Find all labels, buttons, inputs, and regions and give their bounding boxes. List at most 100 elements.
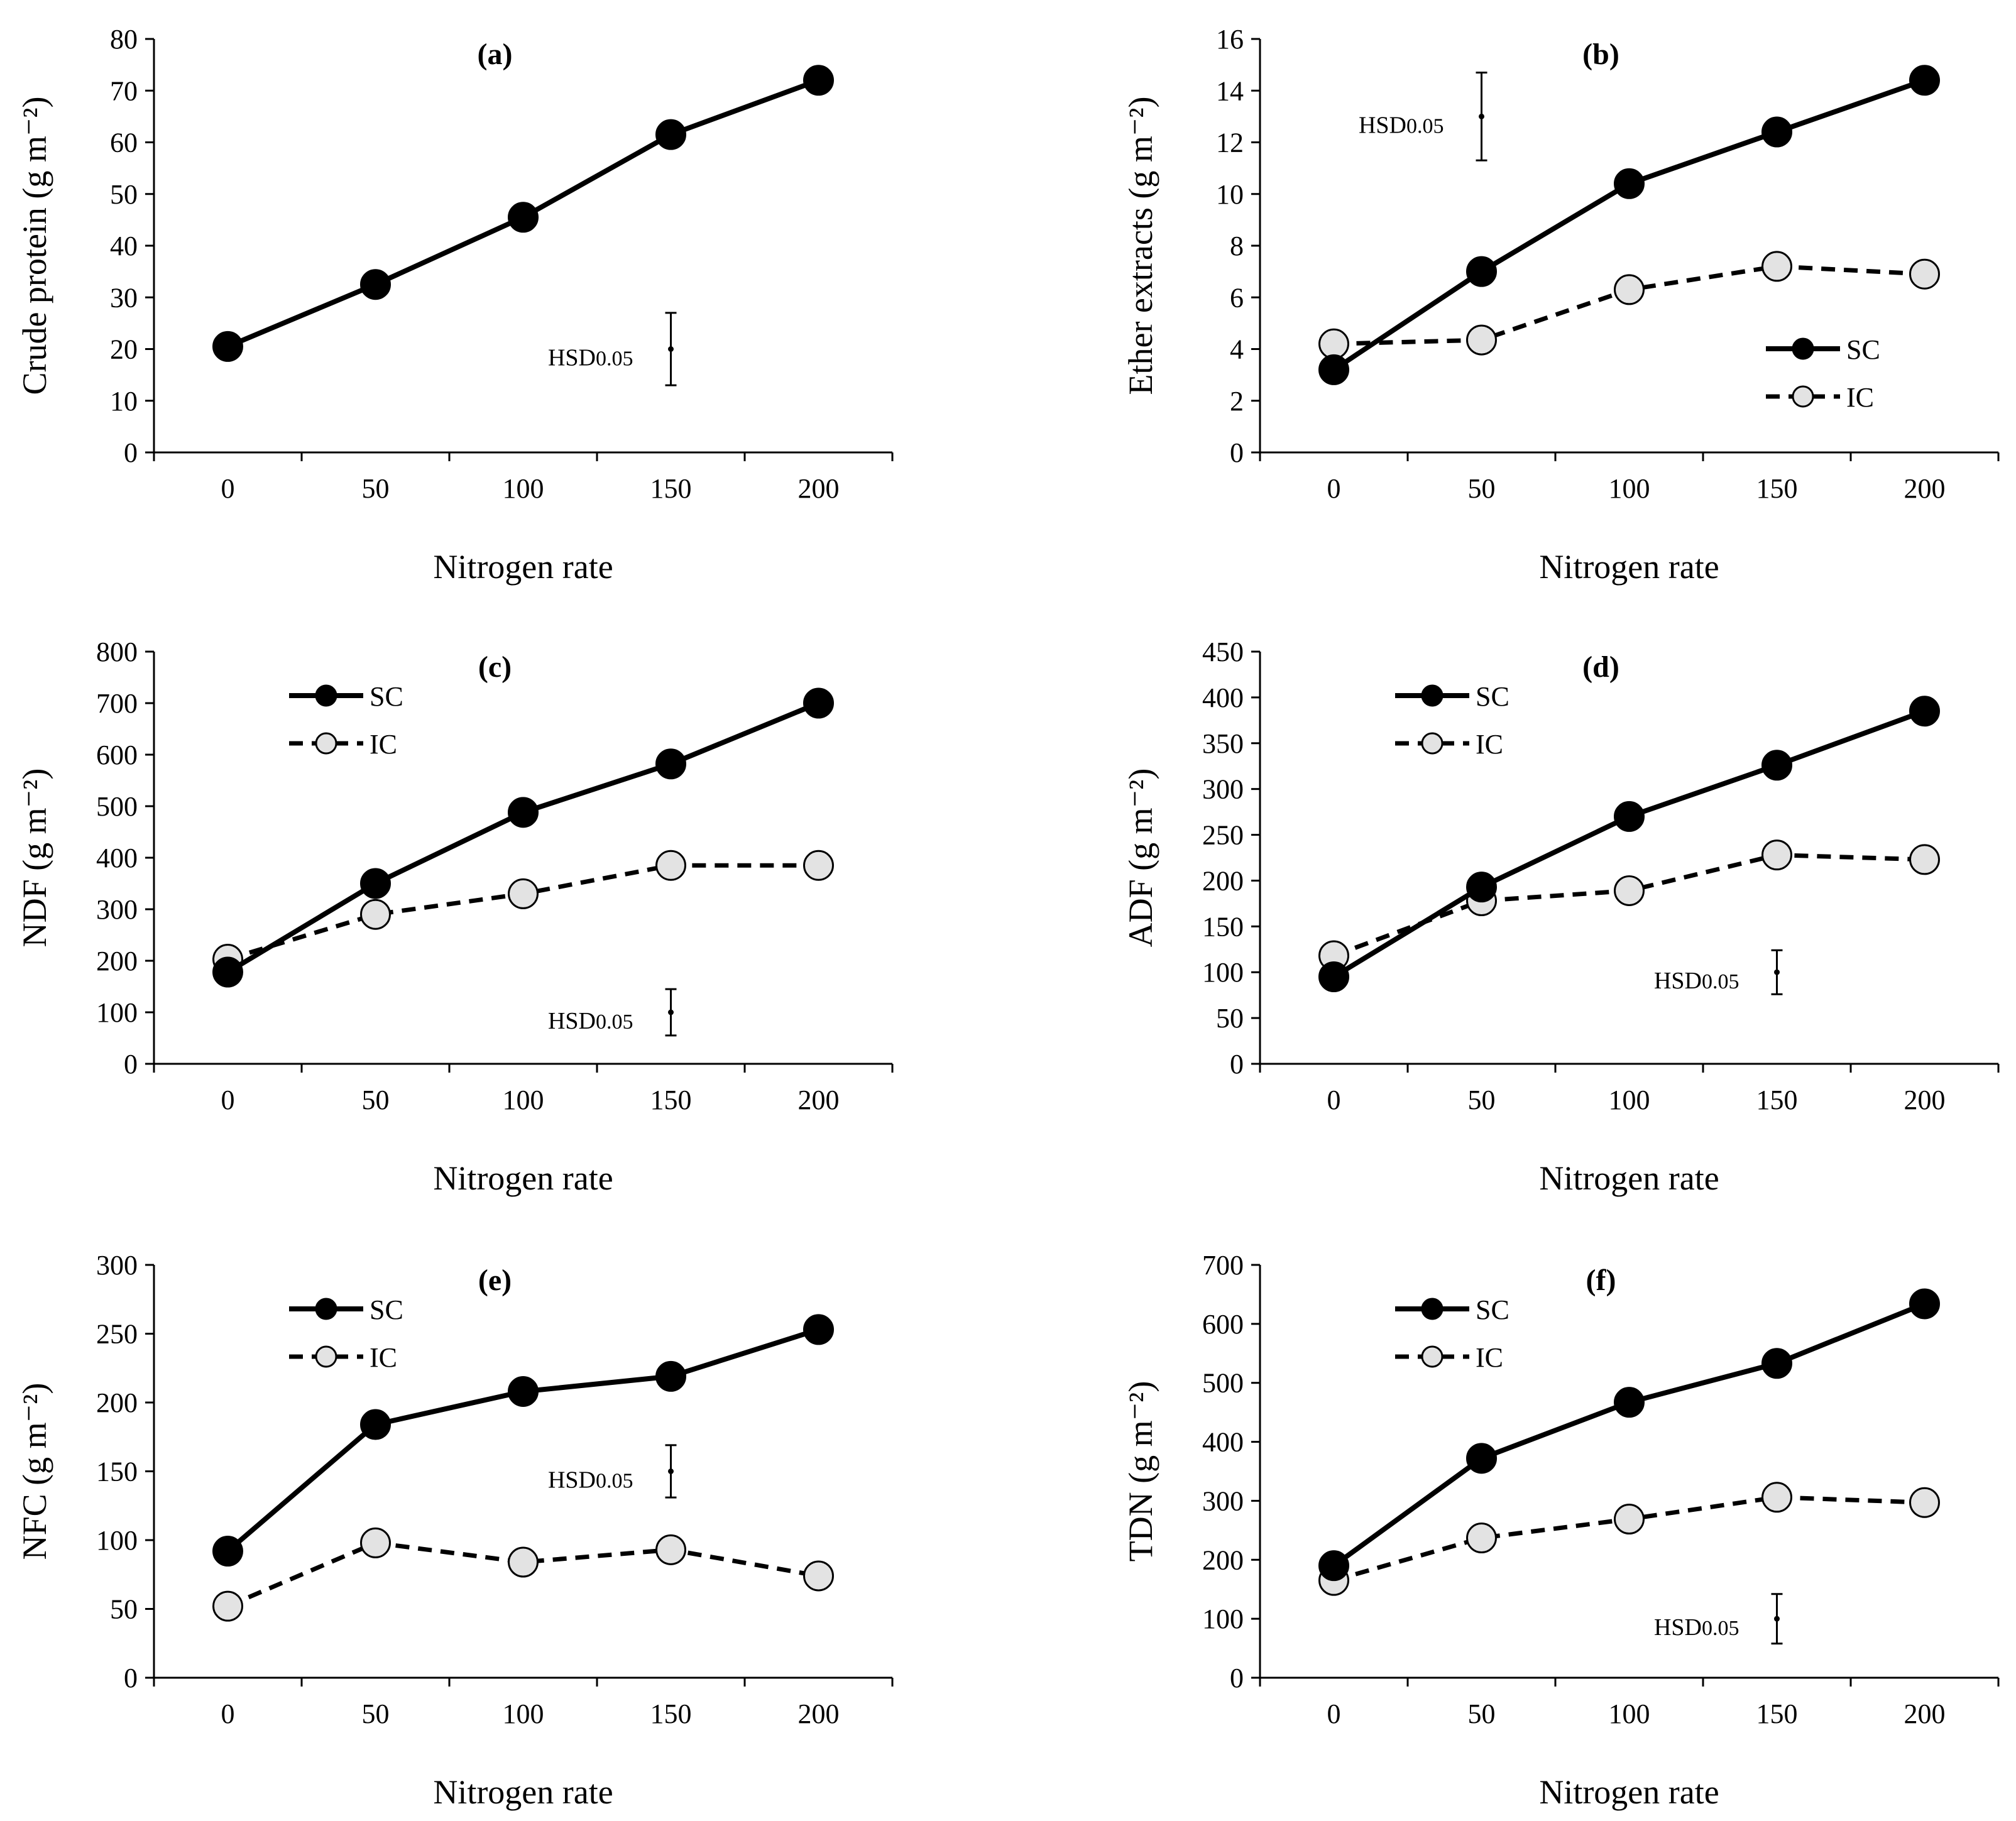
data-point-ic-f xyxy=(1466,1523,1497,1554)
y-axis-title-main-b: Ether extracts xyxy=(1122,199,1159,395)
series-sc-b xyxy=(1318,65,1940,385)
panel-label-b: (b) xyxy=(1582,38,1619,71)
panel-b: 0 2 4 6 8 10 12 14 16 0 50 100 150 200 Nitrogen rate Et… xyxy=(1122,24,2000,586)
hsd-bar-a xyxy=(665,312,677,386)
hsd-label-d: HSD0.05 xyxy=(1654,968,1739,994)
data-point-ic-f xyxy=(1614,1504,1645,1535)
series-ic-d xyxy=(1318,839,1940,971)
series-ic-f xyxy=(1318,1482,1940,1596)
panel-label-e: (e) xyxy=(478,1264,512,1297)
y-tick-label-a: 20 xyxy=(110,334,138,365)
y-tick-label-c: 800 xyxy=(96,637,138,667)
y-axis-title-unit-b: (g m⁻²) xyxy=(1122,96,1159,199)
legend-marker-sc-e xyxy=(315,1298,337,1320)
legend-e: SC IC xyxy=(289,1294,403,1373)
y-tick-label-b: 8 xyxy=(1230,231,1244,261)
data-point-sc-a xyxy=(360,269,391,300)
x-tick-label-d: 200 xyxy=(1904,1085,1946,1115)
legend-b: SC IC xyxy=(1766,334,1880,413)
data-point-ic-b xyxy=(1761,251,1792,282)
y-axis-title-unit-e: (g m⁻²) xyxy=(16,1383,53,1485)
y-tick-label-e: 100 xyxy=(96,1525,138,1556)
y-tick-label-d: 200 xyxy=(1202,865,1244,896)
series-ic-c xyxy=(212,850,834,975)
hsd-center-c xyxy=(668,1009,674,1015)
y-tick-label-d: 300 xyxy=(1202,774,1244,805)
legend-marker-ic-d xyxy=(1421,732,1444,755)
data-point-sc-a xyxy=(508,202,539,233)
panel-a: 0 10 20 30 40 50 60 70 80 0 50 100 150 200 Nitrogen ra… xyxy=(16,24,894,586)
x-axis-title-e: Nitrogen rate xyxy=(433,1773,613,1811)
legend-label-ic-f: IC xyxy=(1476,1342,1503,1373)
data-point-sc-d xyxy=(1614,801,1645,832)
x-tick-label-e: 0 xyxy=(221,1698,235,1729)
series-line-sc-e xyxy=(226,1327,819,1553)
y-tick-label-c: 700 xyxy=(96,688,138,719)
hsd-label-b: HSD0.05 xyxy=(1359,112,1444,138)
series-line-ic-e xyxy=(227,1540,819,1609)
y-tick-label-f: 100 xyxy=(1202,1604,1244,1634)
y-tick-label-b: 6 xyxy=(1230,282,1244,313)
y-axis-title-e: NFC (g m⁻²) xyxy=(16,1383,53,1560)
legend-label-sc-d: SC xyxy=(1476,681,1509,712)
y-axis-title-b: Ether extracts (g m⁻²) xyxy=(1122,96,1159,395)
hsd-center-f xyxy=(1774,1616,1780,1622)
data-point-ic-b xyxy=(1614,274,1645,305)
y-tick-label-a: 50 xyxy=(110,179,138,210)
series-ic-e xyxy=(212,1527,834,1622)
y-tick-label-e: 300 xyxy=(96,1250,138,1281)
data-point-ic-e xyxy=(655,1534,686,1565)
hsd-label-c: HSD0.05 xyxy=(548,1008,633,1034)
y-tick-label-b: 0 xyxy=(1230,437,1244,468)
y-tick-label-f: 700 xyxy=(1202,1250,1244,1281)
data-point-sc-b xyxy=(1614,168,1645,199)
data-point-sc-f xyxy=(1761,1348,1792,1379)
hsd-center-e xyxy=(668,1468,674,1474)
data-point-ic-c xyxy=(508,878,539,909)
y-tick-label-b: 4 xyxy=(1230,334,1244,365)
y-tick-label-b: 14 xyxy=(1216,75,1244,106)
panel-d: 0 50 100 150 200 250 300 350 400 450 0 50 100 150 200 N… xyxy=(1122,637,2000,1197)
y-tick-label-c: 0 xyxy=(124,1049,138,1080)
legend-label-ic-d: IC xyxy=(1476,729,1503,760)
y-tick-label-f: 600 xyxy=(1202,1309,1244,1340)
x-axis-title-f: Nitrogen rate xyxy=(1539,1773,1719,1811)
x-tick-label-a: 100 xyxy=(503,473,544,504)
data-point-sc-c xyxy=(508,797,539,828)
x-tick-label-f: 150 xyxy=(1756,1698,1798,1729)
y-tick-label-d: 250 xyxy=(1202,820,1244,851)
data-point-sc-a xyxy=(803,65,834,96)
data-point-sc-e xyxy=(803,1314,834,1345)
y-tick-label-c: 500 xyxy=(96,791,138,822)
y-axis-title-f: TDN (g m⁻²) xyxy=(1122,1381,1159,1562)
y-tick-label-d: 0 xyxy=(1230,1049,1244,1080)
x-tick-label-f: 50 xyxy=(1468,1698,1496,1729)
y-axis-title-c: NDF (g m⁻²) xyxy=(16,768,53,948)
data-point-ic-e xyxy=(508,1546,539,1578)
y-tick-label-e: 200 xyxy=(96,1387,138,1418)
data-point-sc-b xyxy=(1761,116,1792,148)
data-point-ic-c xyxy=(655,850,686,881)
data-point-ic-e xyxy=(360,1527,391,1558)
data-point-ic-b xyxy=(1909,258,1940,290)
hsd-bar-b xyxy=(1476,71,1487,161)
x-tick-label-c: 100 xyxy=(503,1085,544,1115)
x-tick-label-e: 100 xyxy=(503,1698,544,1729)
legend-label-ic-b: IC xyxy=(1846,382,1874,413)
y-tick-label-e: 150 xyxy=(96,1457,138,1487)
series-sc-d xyxy=(1318,696,1940,993)
y-tick-label-f: 300 xyxy=(1202,1485,1244,1516)
hsd-label-f: HSD0.05 xyxy=(1654,1614,1739,1641)
x-tick-label-b: 200 xyxy=(1904,473,1946,504)
y-tick-label-f: 200 xyxy=(1202,1545,1244,1575)
x-tick-label-a: 150 xyxy=(650,473,692,504)
series-sc-e xyxy=(212,1314,834,1567)
panel-label-f: (f) xyxy=(1586,1264,1616,1297)
panel-c: 0 100 200 300 400 500 600 700 800 0 50 100 150 200 Nit… xyxy=(16,637,894,1197)
x-tick-label-c: 200 xyxy=(798,1085,840,1115)
y-axis-title-unit-a: (g m⁻²) xyxy=(16,96,53,199)
y-axis-title-main-d: ADF xyxy=(1122,871,1159,948)
x-tick-label-d: 0 xyxy=(1327,1085,1341,1115)
legend-d: SC IC xyxy=(1395,681,1509,760)
legend-label-ic-c: IC xyxy=(370,729,397,760)
